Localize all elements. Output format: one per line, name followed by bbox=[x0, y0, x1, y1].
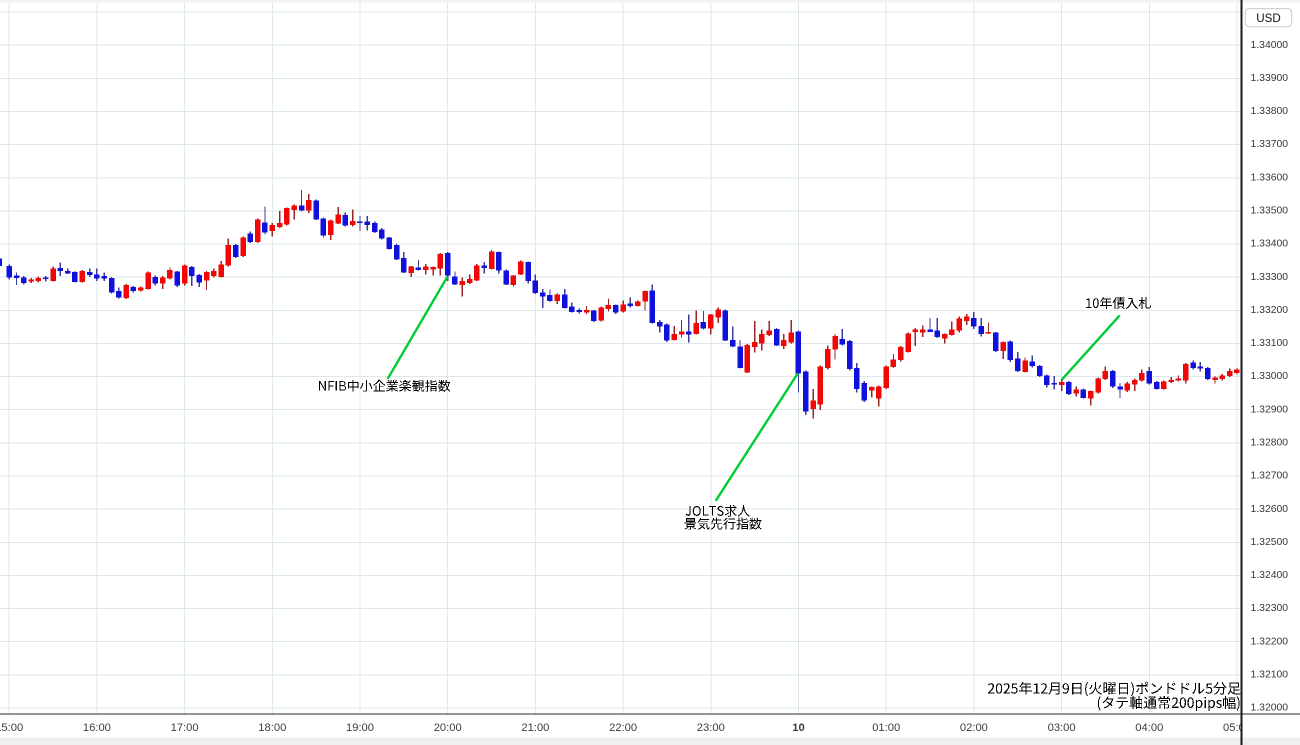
svg-text:1.32800: 1.32800 bbox=[1251, 438, 1289, 449]
svg-text:01:00: 01:00 bbox=[872, 722, 900, 734]
svg-text:1.32500: 1.32500 bbox=[1251, 537, 1289, 548]
svg-text:19:00: 19:00 bbox=[346, 722, 374, 734]
svg-text:1.33600: 1.33600 bbox=[1251, 172, 1289, 183]
svg-text:03:00: 03:00 bbox=[1048, 722, 1076, 734]
svg-text:18:00: 18:00 bbox=[258, 722, 286, 734]
svg-text:1.32300: 1.32300 bbox=[1251, 603, 1289, 614]
svg-text:1.32600: 1.32600 bbox=[1251, 504, 1289, 515]
svg-text:1.32000: 1.32000 bbox=[1251, 703, 1289, 714]
svg-text:1.33200: 1.33200 bbox=[1251, 305, 1289, 316]
svg-text:1.33900: 1.33900 bbox=[1251, 73, 1289, 84]
svg-text:16:00: 16:00 bbox=[83, 722, 111, 734]
svg-text:1.33400: 1.33400 bbox=[1251, 239, 1289, 250]
svg-text:1.32900: 1.32900 bbox=[1251, 404, 1289, 415]
svg-text:1.33800: 1.33800 bbox=[1251, 106, 1289, 117]
svg-text:23:00: 23:00 bbox=[697, 722, 725, 734]
svg-text:USD: USD bbox=[1256, 12, 1280, 25]
svg-text:1.33700: 1.33700 bbox=[1251, 139, 1289, 150]
svg-text:20:00: 20:00 bbox=[434, 722, 462, 734]
svg-text:1.33300: 1.33300 bbox=[1251, 272, 1289, 283]
svg-text:17:00: 17:00 bbox=[171, 722, 199, 734]
svg-text:02:00: 02:00 bbox=[960, 722, 988, 734]
svg-text:1.32100: 1.32100 bbox=[1251, 670, 1289, 681]
svg-text:1.33500: 1.33500 bbox=[1251, 206, 1289, 217]
svg-text:1.33100: 1.33100 bbox=[1251, 338, 1289, 349]
svg-text:1.33000: 1.33000 bbox=[1251, 371, 1289, 382]
svg-text:05:00: 05:00 bbox=[1223, 722, 1251, 734]
svg-text:04:00: 04:00 bbox=[1135, 722, 1163, 734]
svg-text:15:00: 15:00 bbox=[0, 722, 23, 734]
svg-text:1.32200: 1.32200 bbox=[1251, 636, 1289, 647]
svg-text:10: 10 bbox=[792, 722, 804, 734]
svg-text:1.34000: 1.34000 bbox=[1251, 40, 1289, 51]
svg-text:22:00: 22:00 bbox=[609, 722, 637, 734]
svg-text:21:00: 21:00 bbox=[521, 722, 549, 734]
svg-text:1.32700: 1.32700 bbox=[1251, 471, 1289, 482]
svg-text:1.32400: 1.32400 bbox=[1251, 570, 1289, 581]
